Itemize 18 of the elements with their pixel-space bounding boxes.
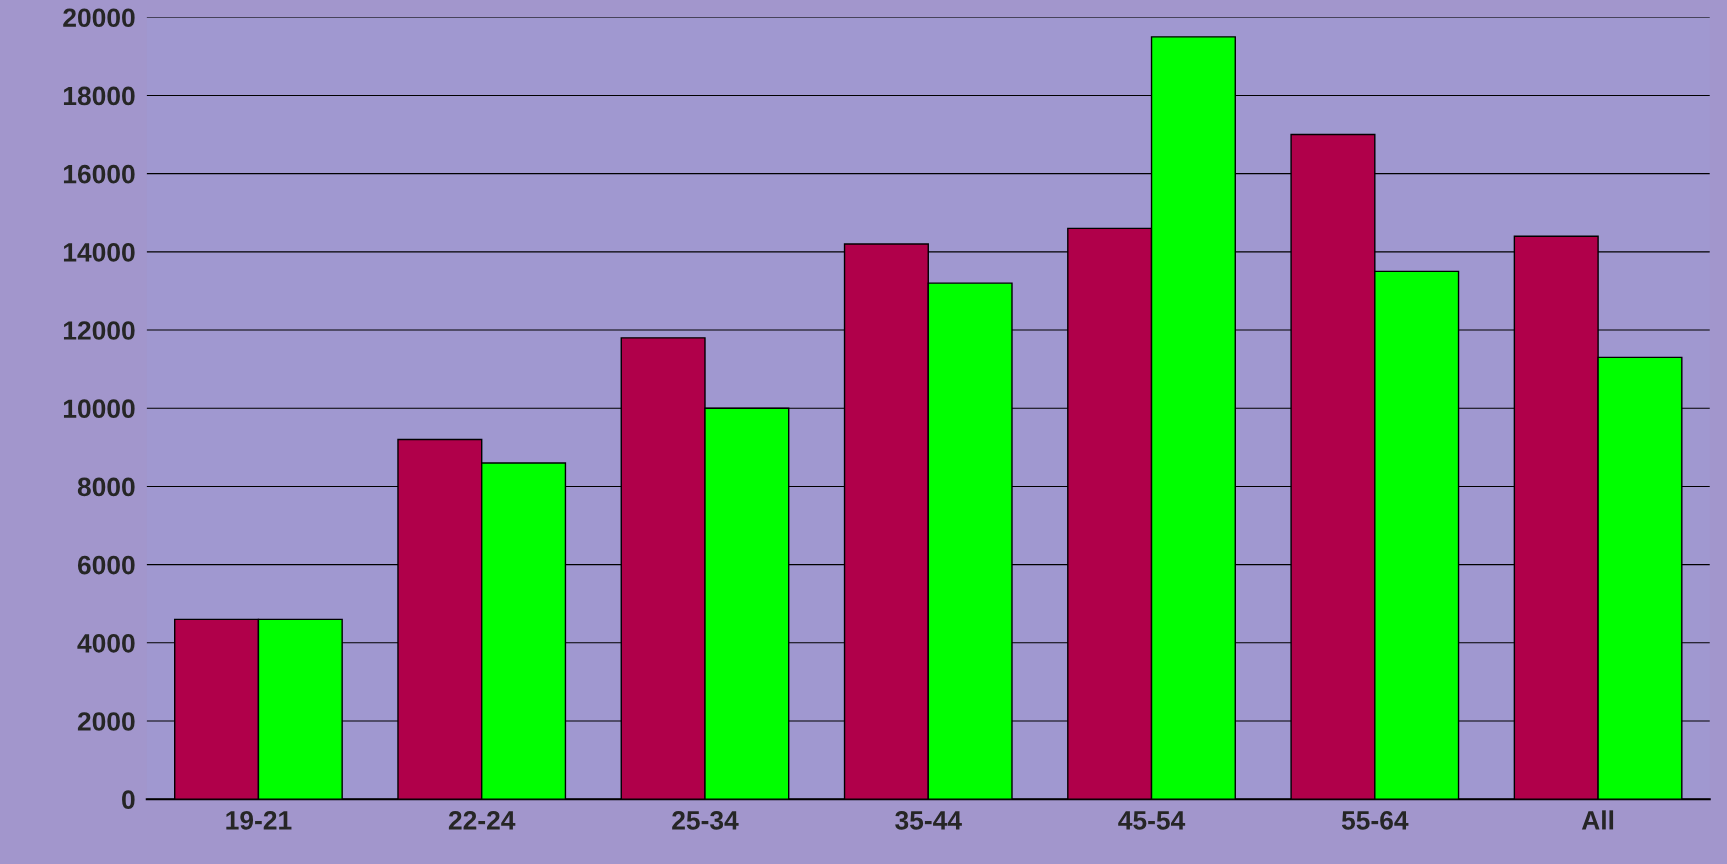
y-tick-label: 4000: [77, 633, 135, 653]
y-tick-label: 20000: [63, 8, 135, 28]
y-tick-label: 2000: [77, 712, 135, 731]
y-tick-label: 10000: [63, 399, 135, 419]
x-tick-label: All: [1581, 810, 1614, 830]
x-tick-label: 55-64: [1341, 811, 1409, 830]
x-tick-label: 45-54: [1118, 811, 1186, 830]
y-tick-label: 14000: [63, 242, 135, 262]
y-tick-label: 0: [122, 790, 135, 810]
x-tick-label: 35-44: [895, 811, 962, 830]
y-tick-label: 8000: [77, 477, 135, 497]
x-tick-label: 25-34: [672, 811, 739, 830]
y-tick-label: 16000: [63, 164, 135, 184]
x-tick-label: 22-24: [448, 811, 516, 830]
y-tick-label: 12000: [63, 321, 135, 340]
y-tick-label: 18000: [63, 86, 135, 106]
x-tick-label: 19-21: [226, 811, 292, 830]
y-tick-label: 6000: [77, 555, 135, 575]
